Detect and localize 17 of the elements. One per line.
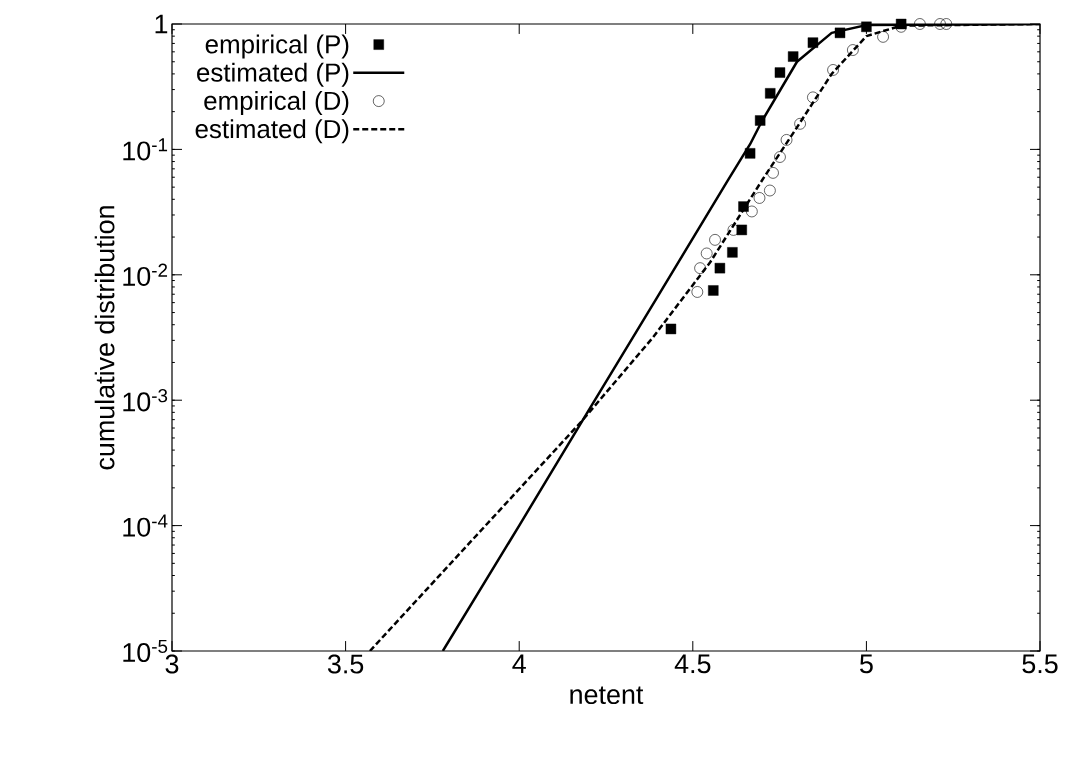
legend-label: empirical (D) xyxy=(204,90,349,116)
x-tick-label: 4.5 xyxy=(674,654,711,674)
x-tick-label: 3 xyxy=(165,654,179,674)
y-tick-label: 10$^{-3}$ xyxy=(123,389,168,412)
x-tick-label: 3.5 xyxy=(327,654,364,674)
x-tick-label: 4 xyxy=(512,654,526,674)
y-tick-label: 10$^{-1}$ xyxy=(123,138,168,161)
y-tick-label: 1 xyxy=(155,14,168,34)
legend-label: estimated (P) xyxy=(197,62,349,87)
y-axis-title: cumulative distribution xyxy=(94,206,115,470)
x-tick-label: 5.5 xyxy=(1022,654,1058,674)
y-tick-label: 10$^{-2}$ xyxy=(123,263,168,287)
x-tick-label: 5 xyxy=(860,654,873,674)
y-tick-label: 10$^{-4}$ xyxy=(123,514,168,537)
x-axis-title: netent xyxy=(570,686,644,705)
legend-label: estimated (D) xyxy=(195,119,349,144)
legend-label: empirical (P) xyxy=(205,34,349,59)
